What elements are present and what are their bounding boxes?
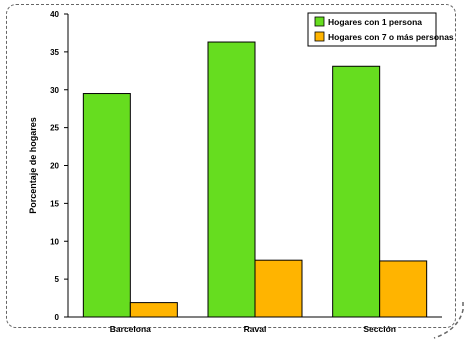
bars bbox=[82, 41, 428, 318]
x-tick-label: Raval bbox=[244, 324, 267, 334]
bar-series-1-2 bbox=[332, 65, 381, 318]
x-tick-label: Sección bbox=[363, 324, 396, 334]
bar-series-2-0 bbox=[129, 302, 178, 318]
legend-swatch-series-1 bbox=[314, 16, 325, 27]
bar-series-2-2 bbox=[379, 260, 428, 318]
legend-box bbox=[307, 12, 437, 47]
legend-swatch-series-2 bbox=[314, 31, 325, 42]
y-tick-label: 0 bbox=[55, 313, 60, 322]
bar-series-2-1 bbox=[254, 259, 303, 318]
legend: Hogares con 1 persona Hogares con 7 o má… bbox=[307, 12, 454, 47]
y-tick-label: 40 bbox=[50, 10, 59, 19]
y-axis-label: Porcentaje de hogares bbox=[28, 117, 38, 214]
y-tick-label: 15 bbox=[50, 199, 59, 208]
y-tick-label: 20 bbox=[50, 162, 59, 171]
y-tick-label: 25 bbox=[50, 124, 59, 133]
bar-series-1-0 bbox=[82, 93, 131, 318]
page-corner-fold bbox=[433, 302, 464, 339]
legend-label-series-2: Hogares con 7 o más personas bbox=[328, 32, 454, 42]
legend-label-series-1: Hogares con 1 persona bbox=[328, 17, 422, 27]
y-tick-label: 10 bbox=[50, 237, 59, 246]
x-axis-tick-labels: Barcelona Raval Sección bbox=[110, 324, 396, 334]
y-axis-ticks: 0 5 10 15 20 25 30 35 40 bbox=[50, 10, 68, 322]
y-tick-label: 30 bbox=[50, 86, 59, 95]
y-tick-label: 35 bbox=[50, 48, 59, 57]
y-tick-label: 5 bbox=[55, 275, 60, 284]
x-tick-label: Barcelona bbox=[110, 324, 151, 334]
bar-series-1-1 bbox=[207, 41, 256, 318]
chart-frame bbox=[6, 4, 456, 328]
